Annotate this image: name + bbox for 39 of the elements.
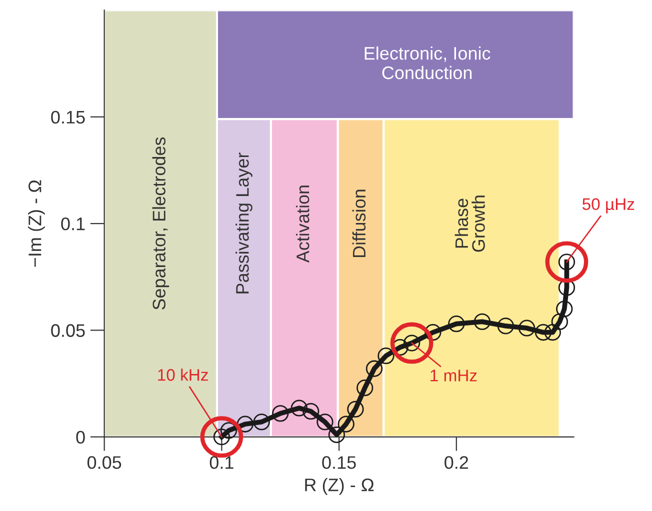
- band-label: Passivating Layer: [236, 152, 252, 294]
- point: [497, 318, 514, 334]
- annotation: 10 kHz: [158, 368, 208, 381]
- band-label: Separator, Electrodes: [152, 137, 170, 310]
- band-label: Activation: [296, 186, 310, 263]
- point: [378, 348, 394, 364]
- x-tick-label: 0.1: [210, 456, 234, 469]
- band-label: Phase Growth: [454, 196, 485, 252]
- x-tick-label: 0.05: [87, 456, 122, 469]
- point: [448, 316, 465, 332]
- point: [290, 400, 308, 416]
- y-tick-label: 0: [76, 430, 85, 444]
- point: [302, 402, 320, 420]
- y-axis-title: −Im (Z) - Ω: [28, 180, 45, 267]
- annotation: 50 µHz: [582, 198, 634, 214]
- point: [544, 324, 561, 341]
- point: [551, 313, 568, 330]
- point: [366, 360, 383, 377]
- band-label: Diffusion: [352, 190, 366, 258]
- point: [328, 426, 346, 444]
- band-label: Electronic, Ionic Conduction: [364, 46, 490, 80]
- point: [424, 324, 442, 341]
- point: [272, 405, 289, 422]
- point: [338, 416, 354, 432]
- point: [534, 324, 552, 341]
- point: [347, 400, 364, 418]
- x-tick-label: 0.2: [444, 456, 468, 469]
- y-tick-label: 0.05: [51, 324, 85, 337]
- point: [556, 300, 573, 318]
- x-axis-title: R (Z) - Ω: [305, 478, 374, 495]
- point: [518, 320, 536, 336]
- y-tick-label: 0.1: [61, 217, 85, 230]
- x-tick-label: 0.15: [322, 456, 356, 469]
- point: [253, 414, 270, 430]
- point: [474, 313, 491, 330]
- point: [316, 414, 334, 430]
- point: [356, 380, 374, 396]
- annotation: 1 mHz: [430, 370, 477, 382]
- y-tick-label: 0.15: [51, 110, 85, 124]
